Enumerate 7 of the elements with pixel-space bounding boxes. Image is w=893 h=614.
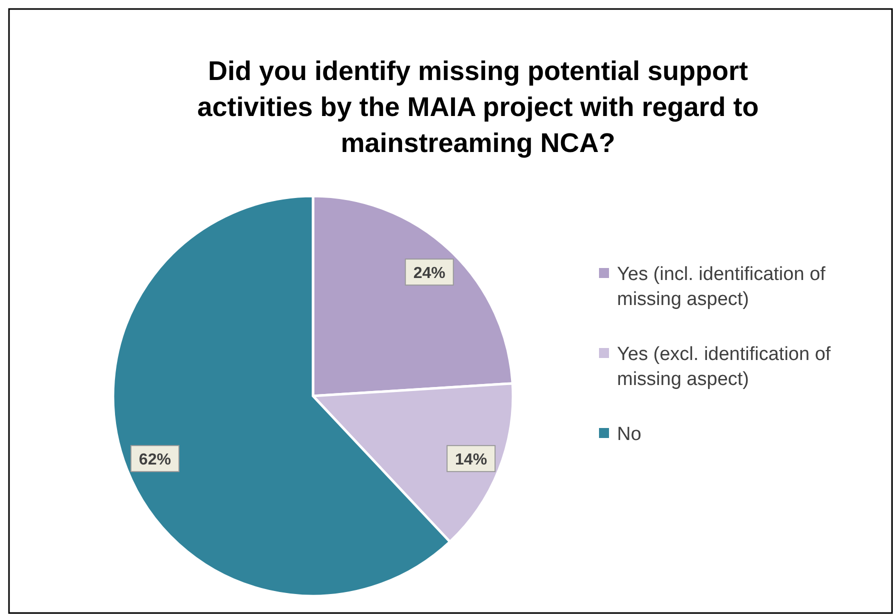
data-label: 24% bbox=[413, 265, 446, 282]
legend-label: Yes (excl. identification of missing aspect) bbox=[617, 344, 832, 390]
legend-label: Yes (incl. identification of missing aspect) bbox=[617, 264, 826, 310]
chart-title: Did you identify missing potential support activities by the MAIA project with regard to mainstreaming NCA? bbox=[197, 56, 759, 158]
legend-label: No bbox=[617, 424, 642, 445]
data-label: 62% bbox=[138, 452, 171, 469]
data-label: 14% bbox=[455, 452, 488, 469]
